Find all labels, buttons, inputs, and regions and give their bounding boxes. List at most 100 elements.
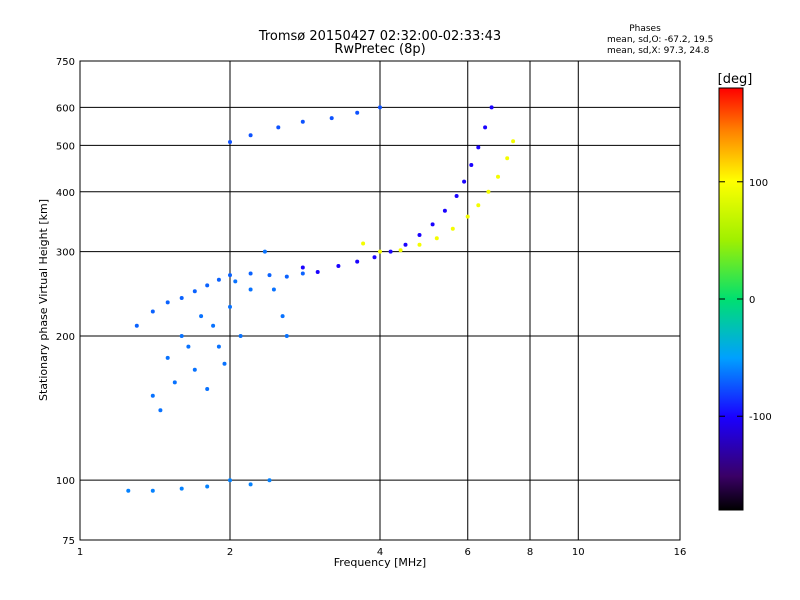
data-point xyxy=(476,203,481,208)
data-point xyxy=(496,174,500,179)
data-point xyxy=(158,408,163,413)
data-point xyxy=(430,222,435,227)
data-point xyxy=(398,248,403,253)
data-point xyxy=(150,393,155,398)
data-point xyxy=(388,249,393,254)
data-point xyxy=(192,367,197,372)
stats-x: mean, sd,X: 97.3, 24.8 xyxy=(607,46,710,56)
data-point xyxy=(300,119,305,124)
data-point xyxy=(417,242,422,247)
y-tick-label: 100 xyxy=(56,476,75,487)
y-tick-label: 500 xyxy=(56,141,75,152)
data-point xyxy=(483,125,488,130)
data-point xyxy=(489,105,494,110)
data-point xyxy=(248,482,253,487)
data-point xyxy=(248,287,253,292)
y-tick-label: 75 xyxy=(62,536,75,547)
data-point xyxy=(271,287,276,292)
y-tick-label: 750 xyxy=(56,57,75,68)
data-point xyxy=(403,242,408,247)
data-point xyxy=(300,271,305,276)
x-tick-label: 2 xyxy=(227,547,233,558)
y-tick-label: 300 xyxy=(56,248,75,259)
stats-title: Phases xyxy=(629,24,661,34)
data-point xyxy=(233,279,238,284)
x-tick-label: 16 xyxy=(674,547,687,558)
data-point xyxy=(361,241,366,246)
data-point xyxy=(179,296,184,300)
data-point xyxy=(329,116,334,121)
data-point xyxy=(280,314,285,319)
colorbar-ticks: 100 0 -100 xyxy=(719,178,772,423)
data-point xyxy=(476,145,481,150)
data-point xyxy=(205,484,210,489)
data-point xyxy=(165,355,170,360)
data-point xyxy=(462,179,467,184)
data-point xyxy=(216,344,221,349)
data-point xyxy=(267,478,272,483)
data-point xyxy=(248,271,253,276)
chart-subtitle: RwPretec (8p) xyxy=(334,42,425,57)
data-point xyxy=(262,249,267,254)
data-point xyxy=(315,270,320,274)
data-point xyxy=(228,140,232,144)
data-point xyxy=(355,110,360,115)
data-point xyxy=(336,264,341,268)
data-point xyxy=(284,334,289,338)
stats-o: mean, sd,O: -67.2, 19.5 xyxy=(607,35,713,45)
data-point xyxy=(228,478,232,483)
data-point xyxy=(179,486,184,491)
data-point xyxy=(179,334,184,338)
data-point xyxy=(454,194,459,198)
data-point xyxy=(450,226,455,231)
data-point xyxy=(372,255,377,260)
axis-ticks: 1 2 4 6 8 10 16 75 100 200 300 400 500 600 750 xyxy=(56,57,686,558)
data-point xyxy=(150,309,155,314)
y-tick-label: 600 xyxy=(56,103,75,114)
data-point xyxy=(248,133,253,138)
data-point xyxy=(238,334,243,338)
data-point xyxy=(199,314,204,319)
data-point xyxy=(186,344,191,349)
x-tick-label: 4 xyxy=(377,547,383,558)
data-point xyxy=(228,273,232,278)
data-point xyxy=(134,323,139,328)
data-point xyxy=(172,380,177,385)
data-point xyxy=(211,323,216,328)
data-points xyxy=(126,105,516,493)
data-point xyxy=(378,105,382,110)
colorbar-tick-label: 100 xyxy=(749,178,768,189)
chart-title: Tromsø 20150427 02:32:00-02:33:43 xyxy=(258,29,501,44)
data-point xyxy=(165,300,170,305)
y-tick-label: 200 xyxy=(56,332,75,343)
colorbar-tick-label: 0 xyxy=(749,295,755,306)
data-point xyxy=(267,273,272,278)
data-point xyxy=(434,236,439,241)
data-point xyxy=(228,304,232,309)
data-point xyxy=(150,488,155,493)
data-point xyxy=(355,259,360,264)
data-point xyxy=(486,189,491,194)
data-point xyxy=(216,277,221,282)
grid-lines xyxy=(80,61,680,540)
data-point xyxy=(192,289,197,294)
colorbar-unit: [deg] xyxy=(718,72,753,87)
x-tick-label: 8 xyxy=(527,547,533,558)
data-point xyxy=(205,283,210,288)
data-point xyxy=(469,163,474,167)
x-tick-label: 10 xyxy=(572,547,585,558)
data-point xyxy=(276,125,281,130)
data-point xyxy=(300,265,305,270)
y-tick-label: 400 xyxy=(56,188,75,199)
data-point xyxy=(511,139,516,144)
data-point xyxy=(505,156,510,161)
y-axis-label: Stationary phase Virtual Height [km] xyxy=(37,199,50,401)
data-point xyxy=(442,208,447,213)
data-point xyxy=(222,361,227,366)
x-tick-label: 6 xyxy=(465,547,471,558)
data-point xyxy=(205,387,210,391)
data-point xyxy=(465,214,470,219)
colorbar-tick-label: -100 xyxy=(749,412,772,423)
data-point xyxy=(284,274,289,279)
